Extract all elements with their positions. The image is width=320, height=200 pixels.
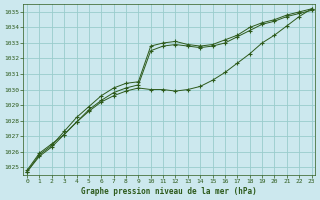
X-axis label: Graphe pression niveau de la mer (hPa): Graphe pression niveau de la mer (hPa): [81, 187, 257, 196]
